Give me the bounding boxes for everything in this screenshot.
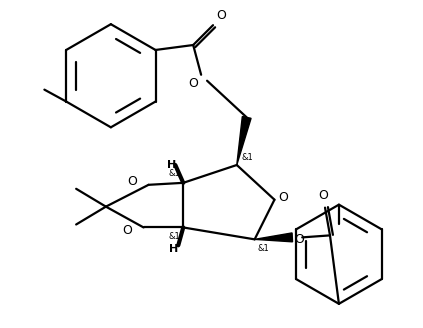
Text: &1: &1 <box>258 244 269 253</box>
Text: O: O <box>188 77 198 90</box>
Text: O: O <box>216 9 226 22</box>
Polygon shape <box>237 116 251 165</box>
Text: O: O <box>278 191 288 204</box>
Text: O: O <box>318 189 328 202</box>
Text: H: H <box>167 160 176 170</box>
Text: &1: &1 <box>242 153 253 162</box>
Text: O: O <box>122 224 132 237</box>
Text: H: H <box>169 244 178 254</box>
Polygon shape <box>255 233 293 242</box>
Text: O: O <box>127 175 137 188</box>
Text: &1: &1 <box>168 169 180 178</box>
Text: &1: &1 <box>168 233 180 241</box>
Text: O: O <box>294 233 304 246</box>
